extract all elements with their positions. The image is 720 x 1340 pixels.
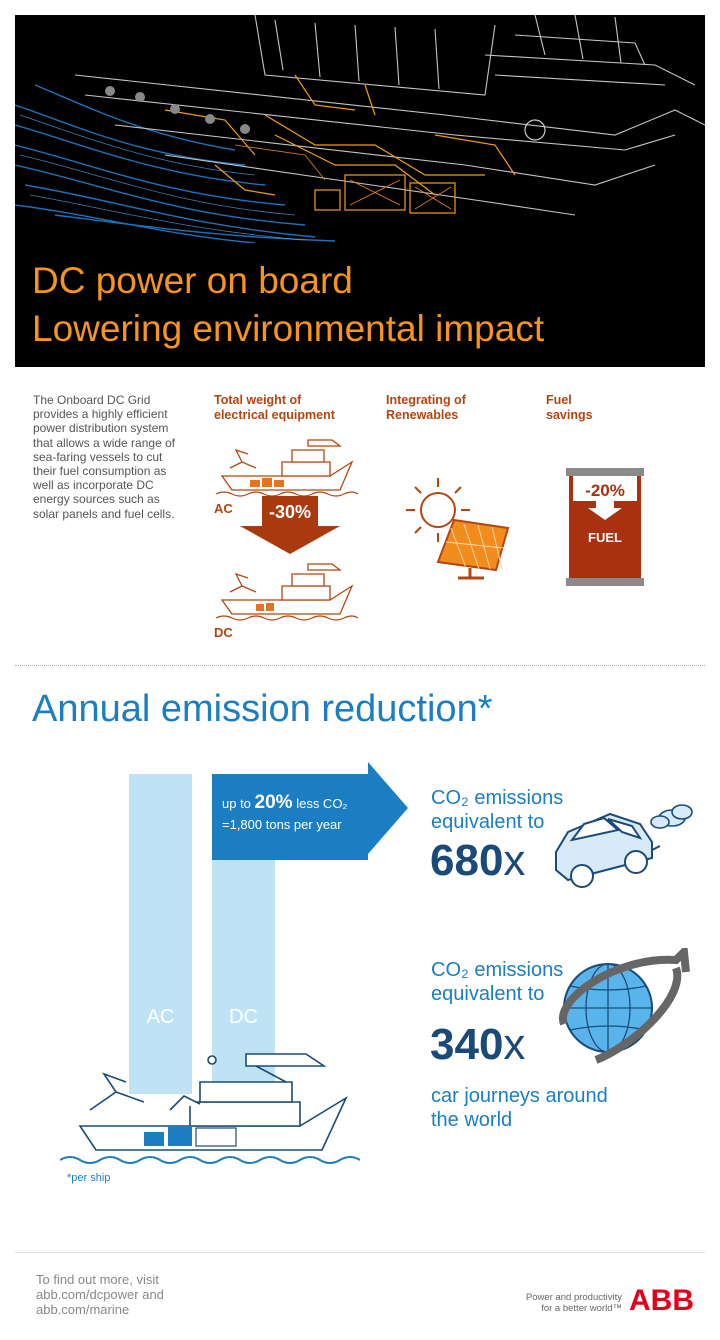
weight-down-arrow bbox=[240, 496, 340, 554]
eq2-text: CO₂ emissions equivalent to bbox=[431, 958, 563, 1006]
intro-text: The Onboard DC Grid provides a highly ef… bbox=[33, 393, 176, 521]
sun-solar-panel-icon bbox=[406, 478, 510, 580]
dc-label: DC bbox=[214, 625, 233, 640]
fuel-label: FUEL bbox=[588, 530, 622, 545]
eq2-number: 340x bbox=[430, 1020, 525, 1070]
fuel-heading: Fuel savings bbox=[546, 393, 593, 422]
footer-link-dcpower[interactable]: abb.com/dcpower and bbox=[36, 1287, 164, 1302]
dc-ship-icon bbox=[215, 563, 358, 621]
footer-line1: To find out more, visit bbox=[36, 1272, 159, 1287]
eq2-unit: x bbox=[503, 1020, 526, 1069]
abb-logo: ABB bbox=[629, 1284, 694, 1314]
eq1-text: CO₂ emissions equivalent to bbox=[431, 786, 563, 834]
eq1-line2: equivalent to bbox=[431, 811, 545, 833]
footnote: *per ship bbox=[67, 1172, 111, 1184]
journey-line2: the world bbox=[431, 1109, 513, 1131]
abb-logo-text: ABB bbox=[629, 1284, 694, 1314]
journey-text: car journeys around the world bbox=[431, 1084, 608, 1132]
arrow-percent: 20% bbox=[254, 792, 293, 813]
vessel-illustration bbox=[60, 1053, 360, 1164]
ac-bar-label: AC bbox=[146, 1006, 175, 1028]
tagline-line1: Power and productivity bbox=[525, 1292, 622, 1303]
footer-text: To find out more, visit abb.com/dcpower … bbox=[36, 1272, 164, 1317]
eq1-line1: CO₂ emissions bbox=[431, 787, 564, 809]
ac-ship-icon bbox=[215, 439, 358, 497]
arrow-text: up to 20% less CO₂ =1,800 tons per year bbox=[222, 792, 347, 835]
hero-banner: DC power on board Lowering environmental… bbox=[15, 15, 705, 367]
ac-label: AC bbox=[214, 501, 233, 516]
weight-reduction: -30% bbox=[268, 502, 312, 522]
weight-heading: Total weight of electrical equipment bbox=[214, 393, 335, 422]
fuel-canister-icon bbox=[566, 468, 644, 586]
tagline-line2: for a better world™ bbox=[541, 1303, 622, 1314]
ship-wireframe-illustration bbox=[15, 15, 705, 243]
hero-title-line1: DC power on board bbox=[32, 260, 353, 301]
arrow-suffix: less CO₂ bbox=[296, 796, 348, 811]
eq2-value: 340 bbox=[430, 1020, 504, 1069]
eq2-line1: CO₂ emissions bbox=[431, 959, 564, 981]
section-divider bbox=[15, 665, 705, 666]
dc-bar-label: DC bbox=[229, 1006, 258, 1028]
renewables-heading: Integrating of Renewables bbox=[386, 393, 466, 422]
tagline: Power and productivity for a better worl… bbox=[500, 1292, 622, 1314]
fuel-reduction: -20% bbox=[585, 481, 625, 500]
journey-line1: car journeys around bbox=[431, 1085, 608, 1107]
car-icon bbox=[555, 804, 693, 888]
hero-title: DC power on board Lowering environmental… bbox=[32, 257, 544, 353]
arrow-prefix: up to bbox=[222, 796, 251, 811]
arrow-line2: =1,800 tons per year bbox=[222, 817, 342, 832]
eq2-line2: equivalent to bbox=[431, 983, 545, 1005]
eq1-value: 680 bbox=[430, 836, 504, 885]
ac-bar bbox=[129, 774, 192, 1094]
globe-icon bbox=[558, 948, 690, 1064]
eq1-unit: x bbox=[503, 836, 526, 885]
emission-title: Annual emission reduction* bbox=[32, 688, 493, 730]
footer-divider bbox=[15, 1252, 705, 1253]
co2-reduction-arrow bbox=[212, 762, 408, 860]
footer-link-marine[interactable]: abb.com/marine bbox=[36, 1302, 130, 1317]
hero-title-line2: Lowering environmental impact bbox=[32, 308, 545, 349]
eq1-number: 680x bbox=[430, 836, 525, 886]
